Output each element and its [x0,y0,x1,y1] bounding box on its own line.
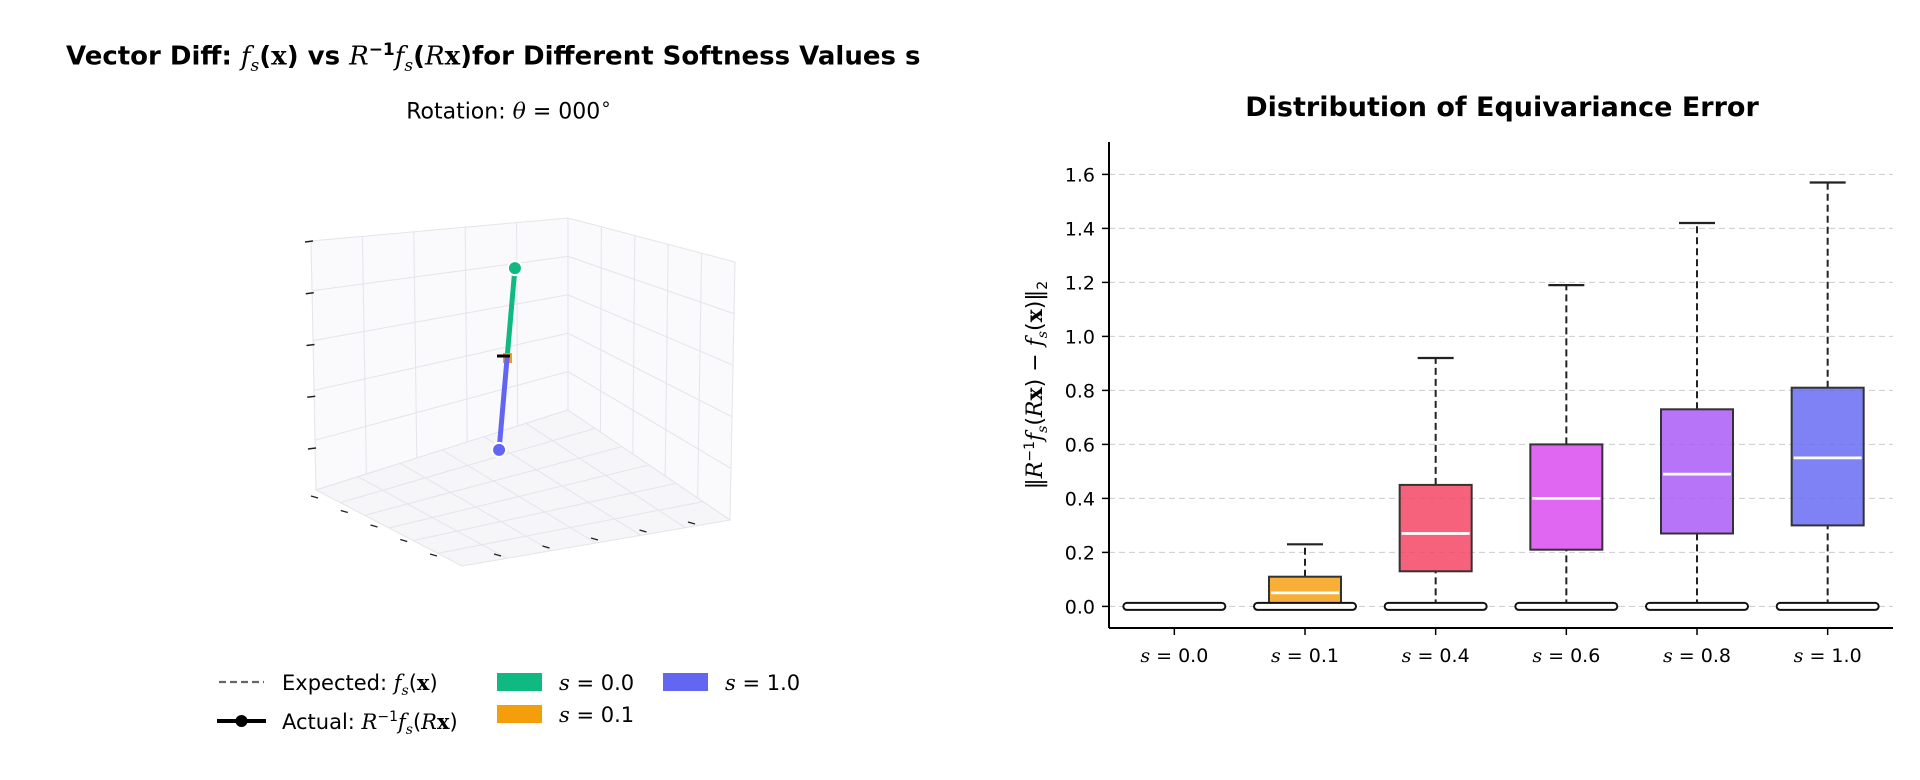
vector-line [496,356,510,453]
vector-legend: Expected: fs(x) Actual: R−1fs(Rx) s = 0.… [217,670,800,738]
box-0 [1122,601,1227,611]
x-tick-label: s = 0.0 [1140,645,1208,667]
vector-line [504,265,518,362]
legend-swatch [663,673,708,691]
zero-outlier-band [1253,601,1357,611]
zero-outlier-band [1645,601,1749,611]
y-tick-label: 1.6 [1065,164,1095,186]
box-2 [1383,356,1488,611]
left-title-suffix: for Different Softness Values s [472,41,921,72]
box-body [1268,575,1342,605]
vector-tip-marker [506,260,523,277]
box-body [1398,483,1473,573]
vector-marks [491,260,523,458]
rotation-value: 000 [558,99,601,125]
left-title-prefix: Vector Diff: [66,41,241,72]
3d-axis-ticks [304,240,696,557]
expected-legend-label: Expected: fs(x) [282,670,438,699]
x-tick-label: s = 0.8 [1663,645,1731,667]
y-tick-label: 1.0 [1065,326,1095,348]
y-tick-label: 0.0 [1065,596,1095,618]
box-body [1660,408,1734,535]
box-4 [1645,221,1749,611]
boxplot-x-ticks: s = 0.0 s = 0.1 s = 0.4 s = 0.6 s = 0.8 s = 1… [1140,628,1862,667]
box-3 [1514,284,1619,611]
boxplot-y-ticks: 0.0 0.2 0.4 0.6 0.8 1.0 1.2 1.4 1.6 [1065,164,1109,618]
boxplot-gridlines [1109,173,1893,607]
rotation-label: Rotation: [406,99,513,125]
zero-outlier-band [1383,601,1488,611]
boxplot-marks [1122,181,1880,611]
legend-series-label: s = 0.1 [559,703,634,727]
x-tick-label: s = 0.6 [1532,645,1600,667]
zero-outlier-band [1122,601,1227,611]
vector-tip-marker [491,441,508,458]
left-chart-title: Vector Diff: fs(x) vs R−1fs(Rx)for Diffe… [66,40,921,76]
x-tick-label: s = 0.4 [1402,645,1470,667]
actual-legend-label: Actual: R−1fs(Rx) [282,709,458,738]
legend-series-label: s = 1.0 [725,671,800,695]
zero-outlier-band [1775,601,1880,611]
box-5 [1775,181,1880,611]
y-tick-label: 1.2 [1065,272,1095,294]
boxplot-title: Distribution of Equivariance Error [1245,92,1759,123]
equivariance-boxplot: Distribution of Equivariance Error 0.00.… [1022,92,1893,667]
legend-swatch [497,705,542,723]
y-tick-label: 0.6 [1065,434,1095,456]
x-tick-label: s = 0.1 [1271,645,1339,667]
y-tick-label: 0.8 [1065,380,1095,402]
y-tick-label: 1.4 [1065,218,1095,240]
legend-swatch [497,673,542,691]
left-chart-subtitle: Rotation: θ = 000∘ [406,94,612,125]
legend-series-label: s = 0.0 [559,671,634,695]
box-1 [1253,543,1357,611]
zero-outlier-band [1514,601,1619,611]
series-legend: s = 0.0 s = 0.1 s = 1.0 [497,671,800,727]
actual-legend-marker [235,715,248,727]
boxplot-y-label: ‖R−1fs(Rx) − fs(x)‖2 [1022,281,1051,489]
vector-3d-plot [304,217,736,567]
3d-grid [310,217,736,567]
y-tick-label: 0.2 [1065,542,1095,564]
x-tick-label: s = 1.0 [1794,645,1862,667]
y-tick-label: 0.4 [1065,488,1095,510]
